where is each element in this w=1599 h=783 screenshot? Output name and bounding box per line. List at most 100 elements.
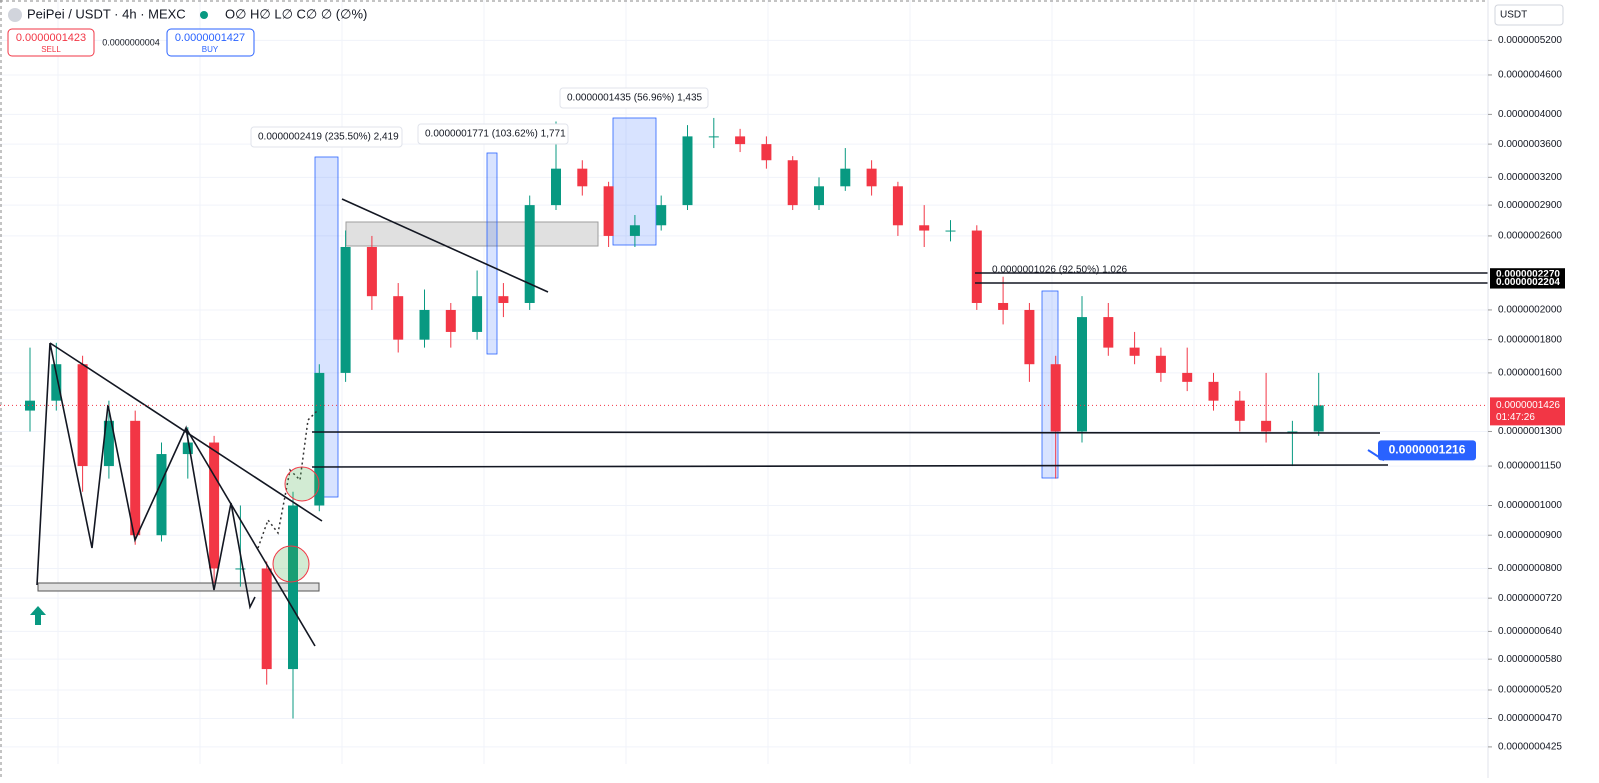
candle-body	[761, 144, 772, 161]
symbol[interactable]: PeiPei / USDT · 4h · MEXC	[27, 6, 186, 21]
y-tick-label: 0.0000001000	[1498, 500, 1562, 511]
measure-label: 0.0000001435 (56.96%) 1,435	[567, 93, 703, 104]
candle-body	[419, 309, 430, 340]
measure-box	[486, 152, 498, 355]
y-tick-label: 0.0000000640	[1498, 626, 1562, 637]
buy-price: 0.0000001427	[175, 32, 245, 44]
y-tick-label: 0.0000003200	[1498, 172, 1562, 183]
alert-label: 0.0000001216	[1389, 442, 1466, 456]
zone	[345, 221, 599, 247]
highlight	[272, 545, 310, 583]
candle-body	[971, 230, 982, 303]
y-tick-label: 0.0000000470	[1498, 713, 1562, 724]
buy-label: BUY	[202, 45, 219, 54]
buy-button[interactable]	[166, 28, 255, 57]
candle-body	[708, 136, 719, 138]
candle-body	[472, 296, 483, 332]
candle-body	[840, 168, 851, 187]
candle-body	[866, 168, 877, 187]
projection	[257, 409, 319, 549]
last-price-tag	[1490, 397, 1565, 426]
price-line-label: 0.0000002270	[1496, 269, 1560, 280]
candle-body	[1208, 381, 1219, 401]
candle-body	[445, 309, 456, 332]
candle-body	[314, 372, 325, 506]
y-tick-label: 0.0000002600	[1498, 231, 1562, 242]
trend-line	[341, 198, 549, 293]
trend-line	[185, 427, 316, 647]
y-tick-label: 0.0000000900	[1498, 530, 1562, 541]
candle-body	[919, 225, 930, 231]
highlight	[284, 466, 320, 502]
candle-body	[235, 568, 246, 570]
candle-body	[1129, 347, 1140, 356]
candle-body	[892, 186, 903, 226]
arrow-up	[30, 606, 46, 625]
y-tick-label: 0.0000001600	[1498, 368, 1562, 379]
measure-label: 0.0000001771 (103.62%) 1,771	[425, 129, 566, 140]
y-tick-label: 0.0000004000	[1498, 109, 1562, 120]
candle-body	[998, 302, 1009, 310]
level-line	[311, 464, 1389, 468]
candle-body	[551, 168, 561, 206]
spread: 0.0000000004	[102, 37, 160, 47]
candle-body	[1103, 317, 1114, 348]
level-line	[311, 431, 1381, 434]
y-tick-label: 0.0000002900	[1498, 200, 1562, 211]
candle-body	[288, 505, 298, 670]
candle-body	[1077, 317, 1087, 432]
candle-body	[577, 168, 588, 187]
candle-body	[945, 230, 956, 232]
y-tick-label: 0.0000000720	[1498, 593, 1562, 604]
candle-body	[1313, 405, 1324, 432]
candle-body	[1287, 431, 1298, 433]
candle-body	[1024, 309, 1035, 365]
price-line-tag	[1490, 276, 1565, 289]
candle-body	[1050, 364, 1061, 432]
y-tick-label: 0.0000001300	[1498, 426, 1562, 437]
y-tick-label: 0.0000001150	[1498, 461, 1562, 472]
candle-body	[261, 568, 272, 670]
y-tick-label: 0.0000000520	[1498, 685, 1562, 696]
candle-body	[682, 136, 693, 206]
sell-button[interactable]	[7, 28, 95, 57]
price-axis	[1488, 0, 1599, 778]
pattern	[36, 342, 256, 610]
candle-body	[787, 160, 798, 206]
candle-body	[393, 296, 404, 340]
measure-label-box	[559, 87, 709, 109]
last-price-label: 0.0000001426	[1496, 400, 1560, 411]
sell-label: SELL	[41, 45, 61, 54]
candle-body	[814, 186, 824, 206]
currency-select[interactable]	[1494, 4, 1564, 26]
sell-price: 0.0000001423	[16, 32, 86, 44]
candle-body	[77, 364, 88, 467]
grid	[0, 0, 1488, 764]
y-tick-label: 0.0000000800	[1498, 563, 1562, 574]
status-dot	[200, 11, 208, 19]
y-tick-label: 0.0000002000	[1498, 305, 1562, 316]
candle-body	[51, 364, 62, 401]
candle-body	[25, 400, 35, 411]
candle-body	[1155, 355, 1166, 373]
measure-label-box	[417, 123, 569, 145]
candle-body	[182, 442, 193, 455]
candle-body	[603, 186, 614, 236]
y-tick-label: 0.0000005200	[1498, 35, 1562, 46]
countdown: 01:47:26	[1496, 412, 1535, 423]
candle-body	[340, 246, 351, 373]
candle-body	[1182, 372, 1193, 382]
candle-body	[735, 136, 746, 145]
y-tick-label: 0.0000000425	[1498, 742, 1562, 753]
price-line-label: 0.0000002204	[1496, 277, 1560, 288]
y-tick-label: 0.0000003600	[1498, 139, 1562, 150]
y-tick-label: 0.0000004600	[1498, 70, 1562, 81]
zone	[37, 582, 320, 592]
candle-body	[656, 205, 667, 226]
candle-body	[1261, 420, 1272, 432]
candle-body	[524, 205, 535, 303]
measure-label: 0.0000002419 (235.50%) 2,419	[258, 132, 399, 143]
candle-body	[156, 454, 167, 536]
measure-label: 0.0000001026 (92.50%) 1,026	[992, 265, 1128, 276]
